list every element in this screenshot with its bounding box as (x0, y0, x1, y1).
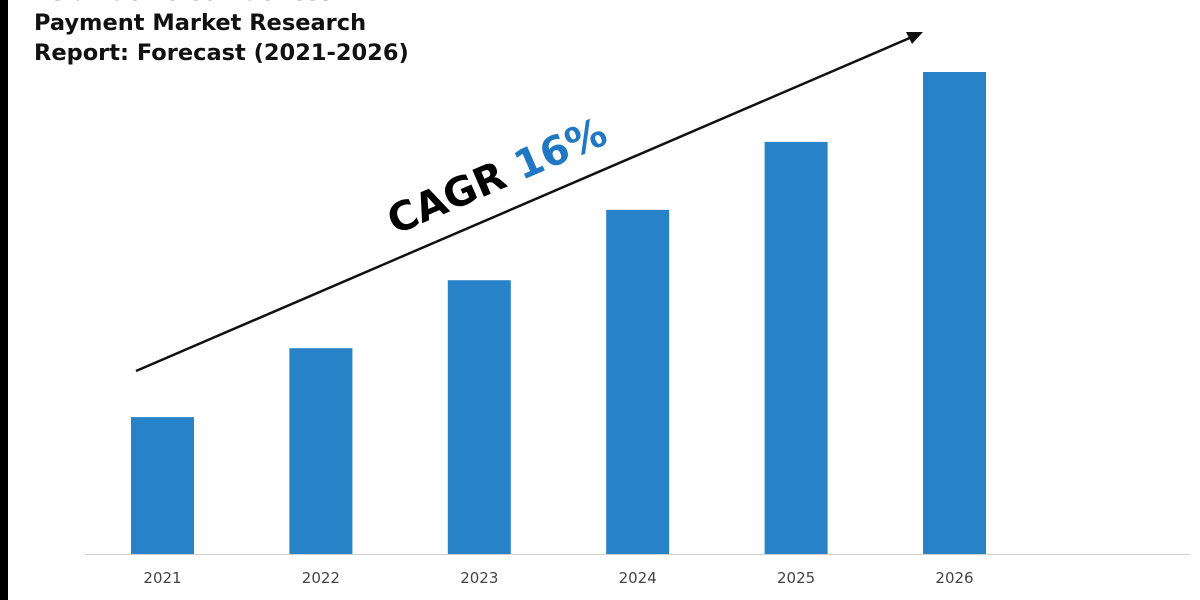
cagr-value: 16% (507, 109, 613, 189)
x-tick-label: 2023 (460, 569, 498, 587)
x-tick-label: 2024 (619, 569, 657, 587)
x-tick-label: 2021 (143, 569, 181, 587)
arrow-head-icon (906, 32, 923, 44)
bar-2023 (447, 280, 511, 554)
bar-2025 (764, 141, 828, 554)
bar-2026 (923, 72, 986, 554)
bar-2022 (289, 348, 353, 554)
title-line: Report: Forecast (2021-2026) (34, 40, 409, 66)
trend-arrow (135, 35, 913, 373)
x-tick-label: 2025 (777, 569, 815, 587)
left-border (0, 0, 8, 600)
title-line: Asia Pacific Contactless (34, 0, 409, 8)
cagr-label: CAGR16% (381, 109, 614, 244)
bar-2024 (606, 209, 670, 555)
x-tick-label: 2022 (302, 569, 340, 587)
bar-2021 (131, 417, 194, 554)
cagr-prefix: CAGR (381, 153, 513, 244)
chart-title: Asia Pacific Contactless Payment Market … (34, 0, 409, 68)
x-tick-label: 2026 (935, 569, 973, 587)
title-line: Payment Market Research (34, 10, 367, 36)
